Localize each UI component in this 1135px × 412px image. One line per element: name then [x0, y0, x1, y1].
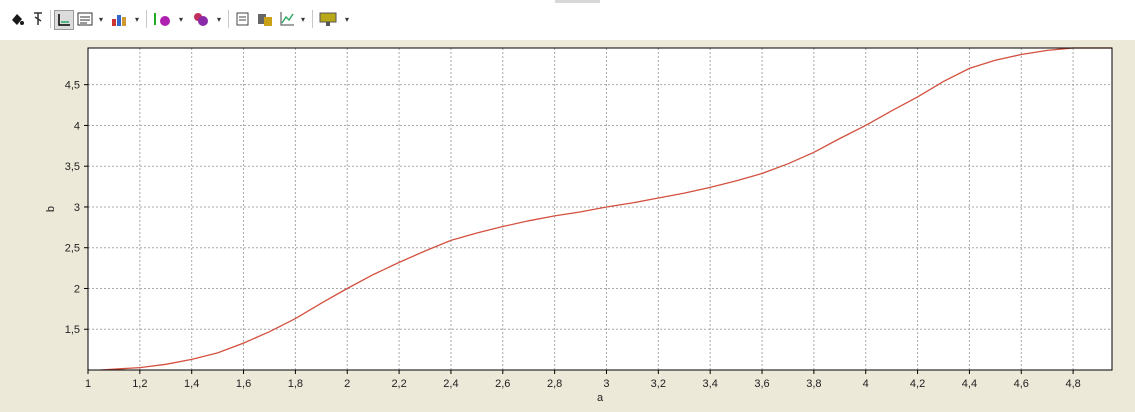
chart-panel: 1 1,2 1,4 1,6 1,8 2 2,2 2,4 2,6 2,8 3 3,2 3,4 3,6 3,8 4…	[0, 40, 1135, 412]
y-axis-label: b	[45, 206, 57, 212]
y-tick-label: 2,5	[65, 243, 80, 255]
x-tick-label: 2,6	[495, 378, 510, 390]
x-tick-label: 3,2	[651, 378, 666, 390]
x-tick-label: 1,8	[288, 378, 303, 390]
x-tick-label: 4,8	[1065, 378, 1080, 390]
x-tick-label: 3,8	[806, 378, 821, 390]
series-color-icon[interactable]	[190, 10, 212, 28]
x-tick-label: 1,6	[236, 378, 251, 390]
x-tick-label: 2,2	[391, 378, 406, 390]
plot-area	[88, 48, 1112, 370]
chevron-down-icon[interactable]: ▾	[298, 12, 308, 26]
chevron-down-icon[interactable]: ▾	[96, 12, 106, 26]
axes-icon[interactable]	[54, 10, 74, 30]
x-tick-label: 3,6	[754, 378, 769, 390]
x-tick-label: 4,4	[962, 378, 977, 390]
y-tick-label: 2	[74, 283, 80, 295]
x-axis-label: a	[597, 392, 604, 404]
x-tick-label: 3,4	[703, 378, 718, 390]
paint-bucket-icon[interactable]	[8, 10, 26, 28]
x-tick-label: 1	[85, 378, 91, 390]
y-tick-label: 3	[74, 202, 80, 214]
x-tick-label: 2	[344, 378, 350, 390]
x-tick-label: 1,4	[184, 378, 199, 390]
chart-type-icon[interactable]	[110, 10, 130, 28]
x-tick-label: 2,8	[547, 378, 562, 390]
chevron-down-icon[interactable]: ▾	[132, 12, 142, 26]
chevron-down-icon[interactable]: ▾	[214, 12, 224, 26]
x-tick-label: 4	[863, 378, 869, 390]
x-tick-label: 2,4	[443, 378, 458, 390]
x-tick-label: 4,6	[1014, 378, 1029, 390]
y-tick-label: 4	[74, 120, 80, 132]
line-chart: 1 1,2 1,4 1,6 1,8 2 2,2 2,4 2,6 2,8 3 3,2 3,4 3,6 3,8 4…	[0, 40, 1135, 412]
point-marker-icon[interactable]	[152, 10, 174, 28]
copy-icon[interactable]	[234, 10, 252, 28]
paste-icon[interactable]	[256, 10, 274, 28]
export-icon[interactable]	[318, 10, 340, 28]
y-tick-label: 3,5	[65, 161, 80, 173]
chart-toolbar: ▾ ▾ ▾ ▾ ▾ ▾	[0, 0, 1135, 40]
chevron-down-icon[interactable]: ▾	[342, 12, 352, 26]
y-tick-label: 1,5	[65, 324, 80, 336]
x-tick-label: 3	[603, 378, 609, 390]
chevron-down-icon[interactable]: ▾	[176, 12, 186, 26]
y-tick-label: 4,5	[65, 80, 80, 92]
x-tick-label: 4,2	[910, 378, 925, 390]
chart-options-icon[interactable]	[278, 10, 296, 28]
marker-icon[interactable]	[30, 10, 46, 28]
legend-icon[interactable]	[76, 10, 94, 28]
x-tick-label: 1,2	[132, 378, 147, 390]
window-edge	[555, 0, 600, 3]
